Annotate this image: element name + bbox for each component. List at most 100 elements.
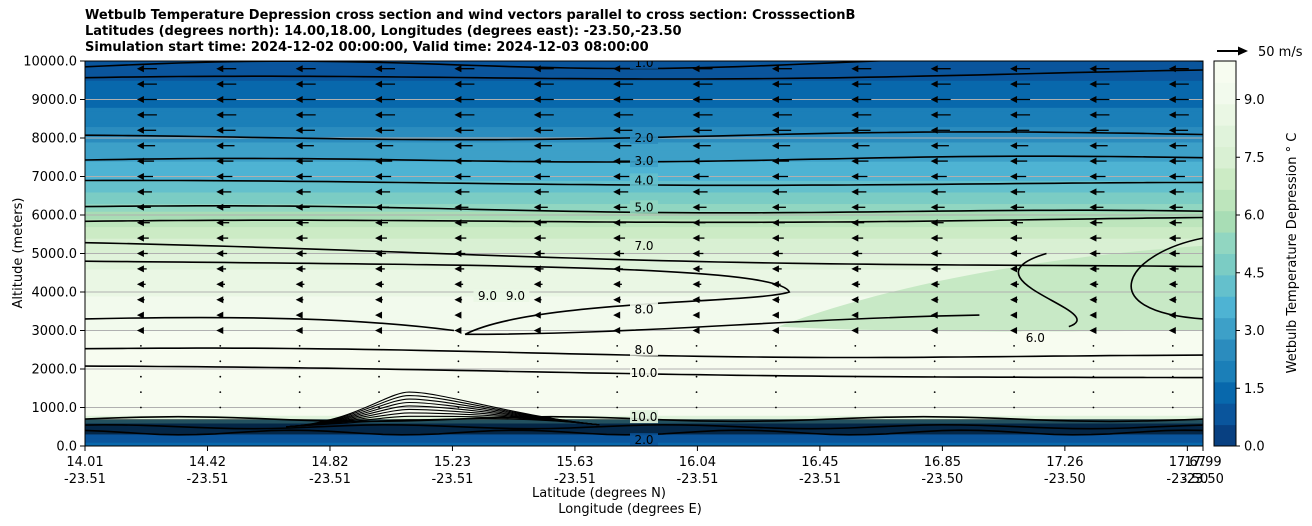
wind-vector [851, 250, 859, 257]
contour-line [85, 241, 1203, 268]
wind-vector [454, 188, 462, 196]
wind-vector [1092, 391, 1095, 393]
wind-vector [851, 173, 859, 180]
wind-vector [1168, 142, 1176, 150]
wind-vector [613, 96, 621, 103]
contour-band [85, 84, 1203, 89]
wind-vector [1092, 375, 1095, 378]
colorbar-tick-label: 9.0 [1244, 93, 1265, 108]
wind-vector [930, 234, 938, 242]
colorbar-swatch [1214, 61, 1236, 83]
wind-vector [1010, 311, 1018, 319]
wind-vector [457, 406, 460, 409]
wind-vector [375, 327, 383, 334]
contour-band [85, 215, 1203, 220]
y-tick-label: 10000.0 [23, 55, 77, 70]
contour-band [85, 334, 1203, 339]
wind-vector [454, 203, 462, 211]
wind-vector [1089, 203, 1097, 211]
wind-vector [771, 311, 779, 319]
x-axis: 14.01 -23.51 14.42 -23.51 14.82 -23.51 15.23 -2… [64, 446, 1224, 487]
contour-label-bg [1021, 331, 1050, 345]
wind-vector [454, 234, 462, 242]
wind-vector [854, 375, 857, 378]
contour-label-bg [630, 302, 658, 316]
contour-band [85, 395, 1203, 401]
wind-vector [1171, 391, 1174, 393]
colorbar: 0.0 1.5 3.0 4.5 6.0 7.5 9.0 [1213, 60, 1265, 455]
wind-vector [216, 173, 224, 180]
wind-vector [930, 219, 938, 227]
wind-vector [136, 280, 144, 288]
wind-vector [1171, 406, 1174, 409]
wind-vector [695, 391, 698, 393]
contour-label: 4.0 [634, 173, 653, 187]
colorbar-swatch [1214, 146, 1236, 169]
colorbar-swatch [1214, 189, 1236, 212]
contour-line [286, 401, 600, 428]
wind-vector [613, 142, 621, 150]
wind-vector [216, 65, 224, 73]
wind-vector [771, 296, 779, 304]
wind-vector [454, 265, 462, 273]
wind-vector [136, 250, 144, 257]
wind-vector [613, 311, 621, 319]
wind-vector [375, 188, 383, 196]
wind-vector [1089, 65, 1097, 73]
wind-vector [692, 65, 700, 73]
x-tick-label-lon: -23.50 [1182, 472, 1224, 487]
wind-vector [536, 375, 539, 378]
contour-band [85, 295, 1203, 301]
wind-vector [613, 265, 621, 273]
wind-vector [216, 311, 224, 319]
contour-band [85, 380, 1203, 385]
wind-vector [613, 219, 621, 227]
x-tick-label-lon: -23.50 [1044, 472, 1086, 487]
contour-label-bg [630, 365, 658, 379]
contour-band [85, 145, 1203, 151]
wind-vector [295, 126, 303, 134]
contour-line [286, 398, 600, 428]
wind-vector [378, 360, 380, 363]
wind-vector [140, 360, 142, 363]
contour-label: 10.0 [631, 366, 658, 380]
wind-vector [1089, 265, 1097, 273]
wind-vector [295, 296, 303, 304]
wind-vector [140, 406, 142, 409]
wind-vector [692, 80, 700, 88]
wind-vector [454, 250, 462, 257]
wind-key: 50 m/s [1217, 45, 1303, 60]
wind-vector [854, 360, 857, 363]
contour-band [85, 388, 1203, 393]
colorbar-swatch [1214, 232, 1236, 254]
wind-vector [136, 126, 144, 134]
wind-vector [771, 111, 779, 119]
chart-title-line-2: Latitudes (degrees north): 14.00,18.00, … [85, 24, 682, 39]
wind-vector [771, 173, 779, 180]
contour-band [778, 245, 1203, 332]
wind-vector [375, 157, 383, 165]
contour-label: 8.0 [634, 343, 653, 357]
wind-vector [378, 375, 380, 378]
wind-vector [930, 126, 938, 134]
contour-band [85, 188, 1203, 193]
wind-vector [136, 65, 144, 73]
wind-vector [851, 327, 859, 334]
contour-label: 1.0 [634, 56, 653, 70]
y-tick-label: 5000.0 [32, 247, 78, 262]
wind-vector [219, 345, 222, 347]
wind-vector [616, 360, 619, 363]
wind-vector [771, 188, 779, 196]
wind-vector [854, 345, 857, 347]
wind-vector [136, 142, 144, 150]
wind-vector [216, 188, 224, 196]
contour-band [85, 322, 1203, 328]
wind-vector [536, 360, 539, 363]
contour-label: 2.0 [634, 433, 653, 447]
x-tick-label-lat: 15.63 [556, 455, 593, 470]
contour-band [85, 230, 1203, 235]
contour-band [85, 72, 1203, 77]
wind-vector [613, 234, 621, 242]
wind-vector [851, 203, 859, 211]
wind-vector [216, 142, 224, 150]
